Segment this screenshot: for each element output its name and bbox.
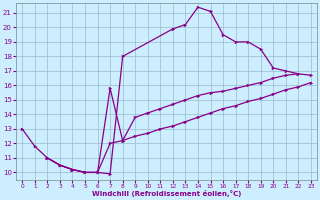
X-axis label: Windchill (Refroidissement éolien,°C): Windchill (Refroidissement éolien,°C) [92, 190, 241, 197]
